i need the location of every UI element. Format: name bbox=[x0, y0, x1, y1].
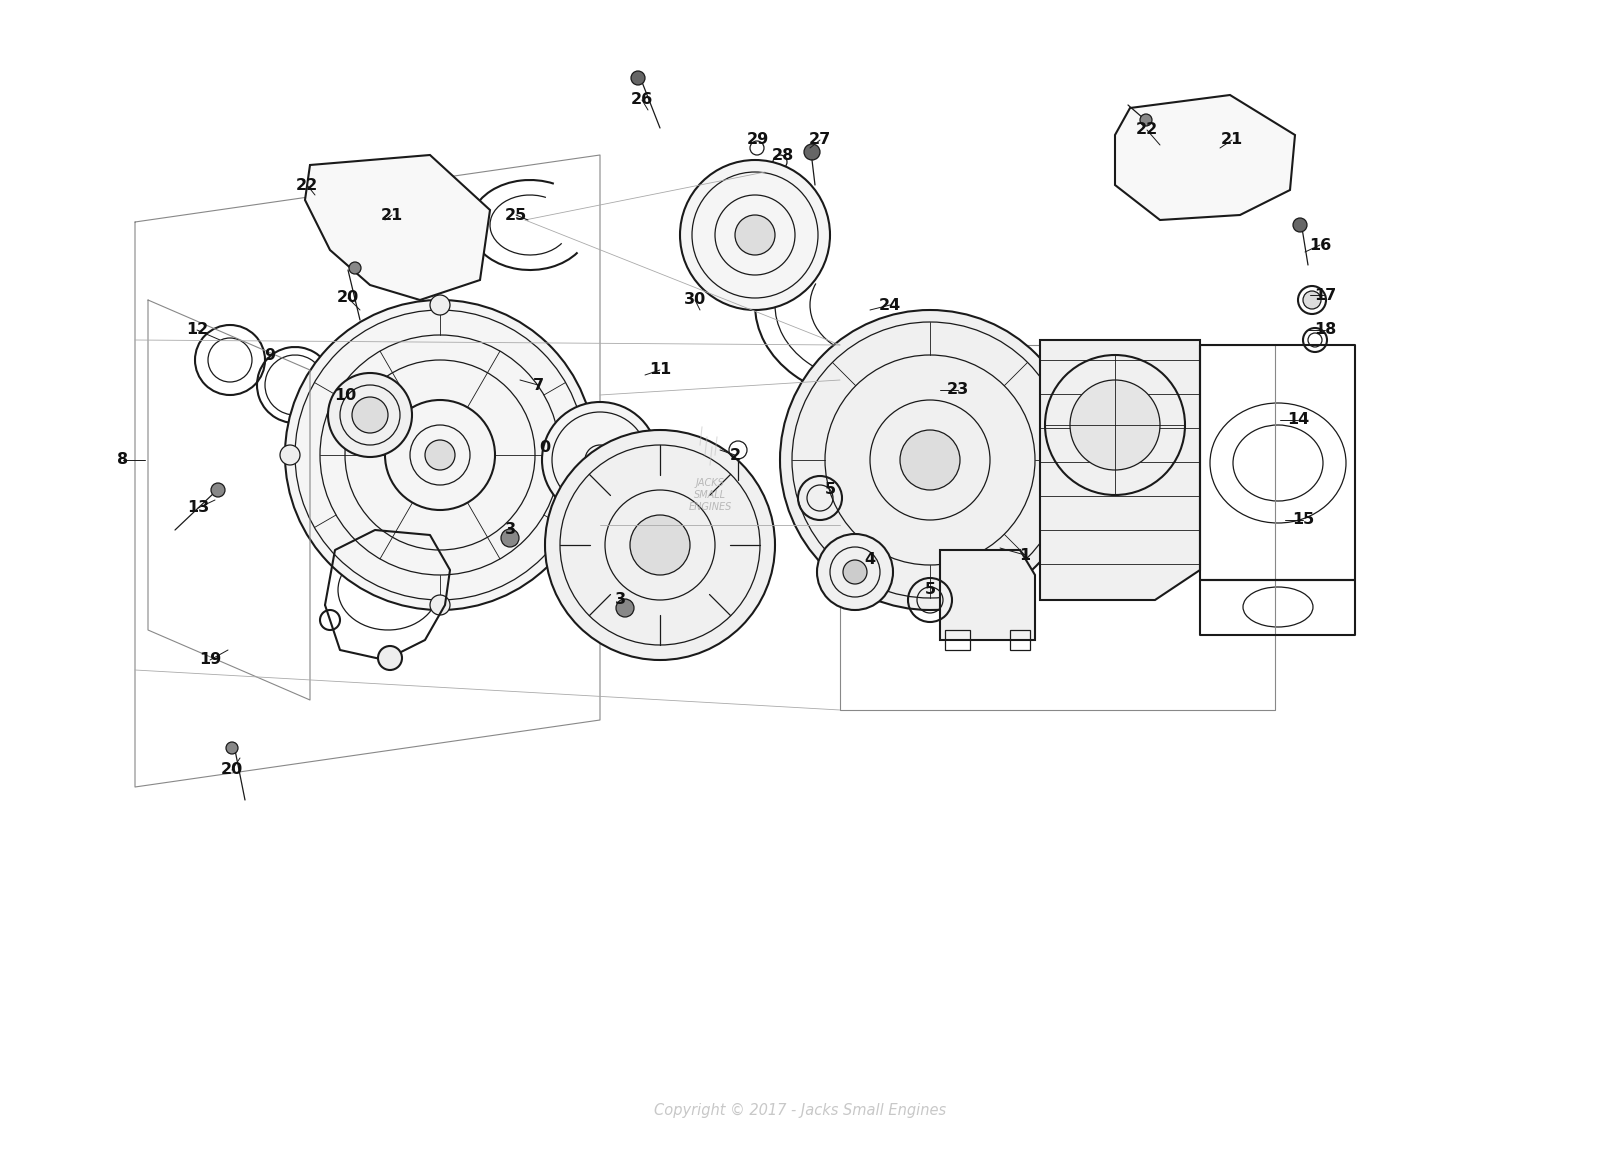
Circle shape bbox=[1293, 218, 1307, 232]
Circle shape bbox=[430, 295, 450, 315]
Text: 25: 25 bbox=[506, 207, 526, 223]
Text: 14: 14 bbox=[1286, 413, 1309, 428]
Circle shape bbox=[226, 742, 238, 754]
Circle shape bbox=[630, 71, 645, 86]
Circle shape bbox=[781, 311, 1080, 609]
Text: Copyright © 2017 - Jacks Small Engines: Copyright © 2017 - Jacks Small Engines bbox=[654, 1103, 946, 1118]
Text: 29: 29 bbox=[747, 132, 770, 148]
Text: 22: 22 bbox=[296, 177, 318, 192]
Text: 0: 0 bbox=[539, 441, 550, 456]
Text: 2: 2 bbox=[730, 448, 741, 463]
Circle shape bbox=[211, 483, 226, 497]
Circle shape bbox=[734, 214, 774, 255]
Text: 21: 21 bbox=[381, 207, 403, 223]
Circle shape bbox=[579, 445, 600, 465]
Text: 7: 7 bbox=[533, 377, 544, 393]
Circle shape bbox=[378, 646, 402, 670]
Polygon shape bbox=[306, 155, 490, 300]
Text: 3: 3 bbox=[504, 523, 515, 538]
Text: 13: 13 bbox=[187, 500, 210, 516]
Text: 18: 18 bbox=[1314, 322, 1336, 338]
Text: 27: 27 bbox=[810, 132, 830, 148]
Circle shape bbox=[630, 515, 690, 575]
Text: 9: 9 bbox=[264, 348, 275, 362]
Text: JACKS
SMALL
ENGINES: JACKS SMALL ENGINES bbox=[688, 478, 731, 512]
Circle shape bbox=[349, 263, 362, 274]
Circle shape bbox=[280, 445, 301, 465]
Text: 8: 8 bbox=[117, 452, 128, 468]
Circle shape bbox=[592, 452, 608, 468]
Text: 17: 17 bbox=[1314, 287, 1336, 302]
Text: 21: 21 bbox=[1221, 132, 1243, 148]
Text: 4: 4 bbox=[864, 552, 875, 567]
Circle shape bbox=[805, 144, 819, 161]
Text: 12: 12 bbox=[186, 322, 208, 338]
Circle shape bbox=[542, 402, 658, 518]
Text: 1: 1 bbox=[1019, 547, 1030, 563]
Circle shape bbox=[328, 373, 413, 457]
Text: 30: 30 bbox=[683, 293, 706, 307]
Circle shape bbox=[430, 595, 450, 615]
Circle shape bbox=[1302, 291, 1322, 309]
Text: 11: 11 bbox=[650, 362, 670, 377]
Bar bbox=[946, 631, 970, 650]
Circle shape bbox=[818, 534, 893, 609]
Polygon shape bbox=[1115, 95, 1294, 220]
Text: 23: 23 bbox=[947, 382, 970, 397]
Text: 26: 26 bbox=[630, 93, 653, 108]
Text: 3: 3 bbox=[614, 593, 626, 607]
Polygon shape bbox=[941, 550, 1035, 640]
Circle shape bbox=[546, 430, 774, 660]
Circle shape bbox=[352, 397, 387, 432]
Text: 10: 10 bbox=[334, 388, 357, 402]
Circle shape bbox=[680, 161, 830, 311]
Text: 24: 24 bbox=[878, 298, 901, 313]
Circle shape bbox=[1139, 114, 1152, 127]
Text: 5: 5 bbox=[925, 582, 936, 598]
Text: 16: 16 bbox=[1309, 238, 1331, 252]
Text: 19: 19 bbox=[198, 653, 221, 668]
Text: 20: 20 bbox=[338, 291, 358, 306]
Polygon shape bbox=[1040, 340, 1200, 600]
Circle shape bbox=[1070, 380, 1160, 470]
Circle shape bbox=[899, 430, 960, 490]
Text: 20: 20 bbox=[221, 763, 243, 777]
Circle shape bbox=[843, 560, 867, 584]
Text: 5: 5 bbox=[824, 483, 835, 497]
Text: 28: 28 bbox=[771, 148, 794, 163]
Bar bbox=[1010, 631, 1030, 650]
Text: 22: 22 bbox=[1136, 123, 1158, 137]
Circle shape bbox=[501, 529, 518, 547]
Circle shape bbox=[616, 599, 634, 616]
Text: 15: 15 bbox=[1291, 512, 1314, 527]
Circle shape bbox=[426, 440, 454, 470]
Circle shape bbox=[285, 300, 595, 609]
